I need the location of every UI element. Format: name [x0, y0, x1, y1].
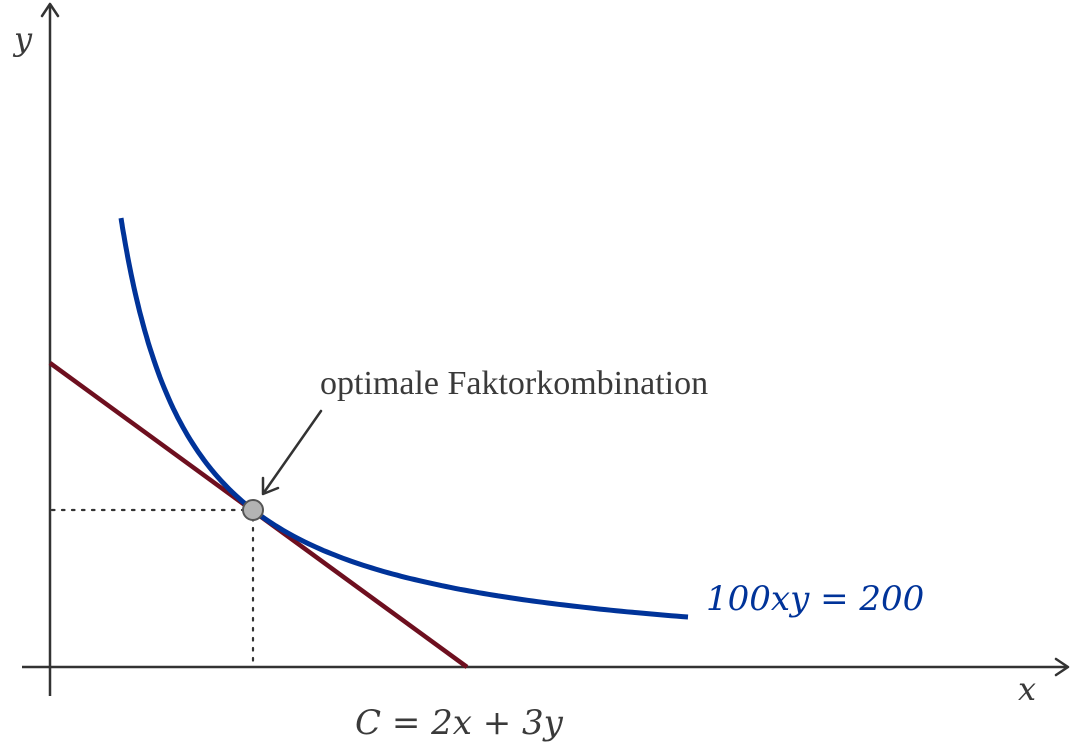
annotation-label: optimale Faktorkombination	[320, 365, 708, 402]
arrow-head-icon	[261, 476, 280, 496]
annotation-arrow	[261, 409, 323, 496]
y-axis-label: y	[12, 20, 33, 58]
cost-line-label: C = 2x + 3y	[355, 703, 564, 743]
x-axis-arrow-icon	[1054, 657, 1070, 677]
optimal-point	[242, 499, 264, 521]
axes	[22, 2, 1070, 696]
x-axis-label: x	[1018, 670, 1036, 708]
arrow-shaft	[263, 409, 323, 493]
y-axis-arrow-icon	[40, 2, 60, 18]
curve-label: 100xy = 200	[706, 579, 924, 619]
isoquant-curve	[118, 217, 689, 620]
guides	[50, 508, 255, 667]
